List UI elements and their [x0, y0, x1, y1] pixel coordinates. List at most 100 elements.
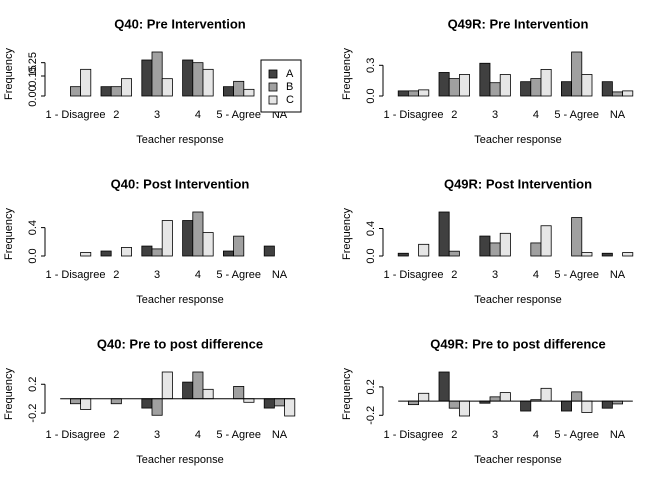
- bar: [448, 400, 460, 409]
- bar: [182, 59, 194, 97]
- bar: [438, 72, 450, 97]
- bar: [571, 391, 583, 402]
- x-tick-label: 5 - Agree: [216, 269, 261, 281]
- x-tick-label: NA: [272, 269, 288, 281]
- x-tick-label: 2: [113, 109, 119, 121]
- x-tick-label: NA: [610, 109, 626, 121]
- bar: [438, 371, 450, 402]
- bar: [222, 86, 234, 97]
- x-tick-label: NA: [272, 429, 288, 441]
- y-axis-label: Frequency: [3, 48, 15, 100]
- bar: [601, 81, 613, 97]
- x-tick-label: 1 - Disagree: [384, 429, 444, 441]
- y-tick-label: 0.3: [365, 58, 377, 73]
- y-axis-label: Frequency: [3, 208, 15, 260]
- x-tick-label: 5 - Agree: [554, 109, 599, 121]
- y-axis-label: Frequency: [341, 48, 353, 100]
- legend-box: [260, 59, 302, 113]
- bar: [151, 51, 163, 97]
- bar: [489, 242, 501, 257]
- x-tick-label: 4: [533, 429, 539, 441]
- bar: [458, 74, 470, 97]
- bar: [151, 398, 163, 416]
- panel-title: Q49R: Pre to post difference: [430, 336, 606, 351]
- y-axis-label: Frequency: [341, 368, 353, 420]
- bar: [233, 386, 245, 400]
- bar: [100, 250, 112, 257]
- x-tick-label: 4: [195, 269, 201, 281]
- bar: [581, 74, 593, 97]
- bar: [561, 400, 573, 412]
- bar: [192, 371, 204, 400]
- bar: [222, 250, 234, 257]
- x-tick-label: 2: [113, 429, 119, 441]
- x-tick-label: 2: [113, 269, 119, 281]
- panel: Q49R: Post Intervention Teacher response F…: [341, 176, 634, 306]
- y-tick-label: -0.2: [365, 406, 377, 425]
- x-axis-label: Teacher response: [136, 454, 223, 466]
- bar: [273, 398, 285, 407]
- x-tick-label: 3: [154, 429, 160, 441]
- x-axis-label: Teacher response: [474, 134, 561, 146]
- y-tick-label: 0.25: [27, 52, 39, 73]
- bar: [540, 387, 552, 402]
- bar: [141, 398, 153, 409]
- x-axis-label: Teacher response: [474, 294, 561, 306]
- bar: [489, 396, 501, 402]
- bar: [202, 232, 214, 257]
- panel: Q40: Pre Intervention Teacher response Fre…: [3, 16, 302, 146]
- legend-swatch: [268, 82, 278, 92]
- legend-label: A: [286, 68, 294, 80]
- bar: [141, 59, 153, 97]
- panel-title: Q40: Pre to post difference: [97, 336, 263, 351]
- x-tick-label: 2: [451, 269, 457, 281]
- bar: [418, 243, 430, 257]
- bar: [192, 62, 204, 97]
- bar: [263, 398, 275, 409]
- bar: [540, 225, 552, 257]
- bar: [448, 78, 460, 97]
- bar: [479, 62, 491, 97]
- bar: [581, 400, 593, 413]
- x-tick-label: 3: [154, 269, 160, 281]
- bar: [397, 252, 409, 257]
- bar: [499, 392, 511, 402]
- bar: [530, 242, 542, 257]
- bar: [202, 68, 214, 97]
- x-axis-label: Teacher response: [136, 134, 223, 146]
- bar: [80, 252, 92, 257]
- x-tick-label: 2: [451, 429, 457, 441]
- bar: [263, 245, 275, 257]
- bar: [70, 86, 82, 97]
- bar: [233, 235, 245, 257]
- bar: [161, 220, 173, 257]
- x-axis-label: Teacher response: [474, 454, 561, 466]
- x-tick-label: 3: [154, 109, 160, 121]
- bar: [418, 89, 430, 97]
- bar: [161, 78, 173, 97]
- bar: [622, 90, 634, 97]
- bar: [182, 381, 194, 400]
- x-axis-label: Teacher response: [136, 294, 223, 306]
- x-tick-label: 1 - Disagree: [46, 429, 106, 441]
- panel: Q49R: Pre to post difference Teacher resp…: [341, 336, 633, 466]
- x-tick-label: 1 - Disagree: [46, 269, 106, 281]
- bar: [530, 78, 542, 97]
- bar: [601, 400, 613, 409]
- bar: [458, 400, 470, 417]
- bar: [479, 235, 491, 257]
- x-tick-label: 4: [533, 269, 539, 281]
- bar: [284, 398, 296, 417]
- panel-title: Q49R: Post Intervention: [444, 176, 592, 191]
- legend-swatch: [268, 95, 278, 105]
- bar: [80, 68, 92, 97]
- bar: [499, 232, 511, 257]
- x-tick-label: NA: [610, 429, 626, 441]
- y-tick-label: 0.2: [365, 379, 377, 394]
- bar: [622, 252, 634, 257]
- bar: [161, 371, 173, 400]
- legend-label: C: [286, 94, 294, 106]
- bar: [192, 211, 204, 257]
- panel: Q40: Pre to post difference Teacher respo…: [3, 336, 296, 466]
